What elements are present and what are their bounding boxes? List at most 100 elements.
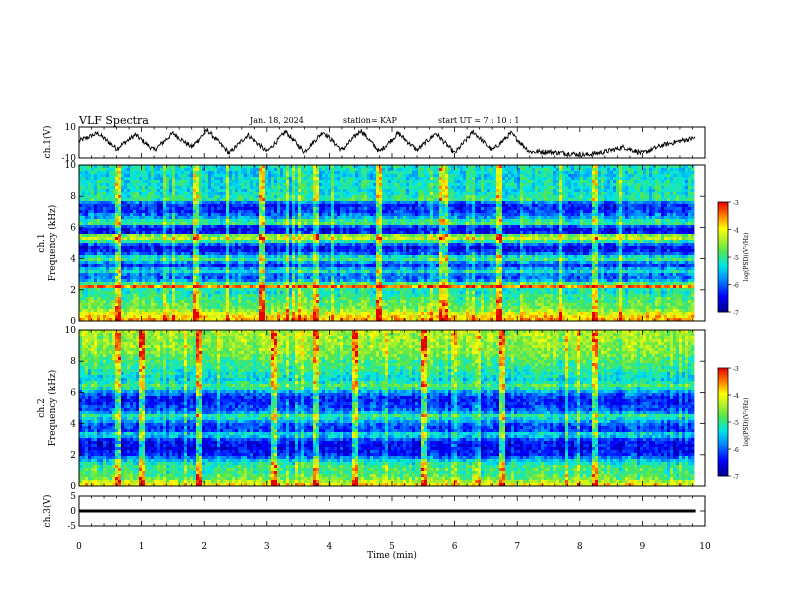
spectrogram-cell	[100, 246, 104, 250]
spectrogram-cell	[166, 243, 170, 247]
spectrogram-cell	[247, 234, 251, 238]
spectrogram-cell	[97, 219, 101, 223]
spectrogram-cell	[289, 231, 293, 235]
spectrogram-cell	[226, 225, 230, 229]
spectrogram-cell	[190, 288, 194, 292]
spectrogram-cell	[205, 180, 209, 184]
spectrogram-cell	[202, 282, 206, 286]
spectrogram-cell	[313, 300, 317, 304]
spectrogram-cell	[85, 279, 89, 283]
spectrogram-cell	[250, 282, 254, 286]
spectrogram-cell	[319, 168, 323, 172]
spectrogram-cell	[124, 279, 128, 283]
spectrogram-cell	[331, 201, 335, 205]
spectrogram-cell	[256, 174, 260, 178]
spectrogram-cell	[217, 306, 221, 310]
spectrogram-cell	[310, 210, 314, 214]
spectrogram-cell	[346, 183, 350, 187]
spectrogram-cell	[181, 204, 185, 208]
spectrogram-cell	[331, 258, 335, 262]
spectrogram-cell	[310, 279, 314, 283]
spectrogram-cell	[238, 237, 242, 241]
spectrogram-cell	[202, 297, 206, 301]
spectrogram-cell	[109, 240, 113, 244]
spectrogram-cell	[232, 201, 236, 205]
spectrogram-cell	[355, 255, 359, 259]
spectrogram-cell	[340, 282, 344, 286]
spectrogram-cell	[268, 186, 272, 190]
spectrogram-cell	[277, 249, 281, 253]
spectrogram-cell	[124, 258, 128, 262]
spectrogram-cell	[229, 225, 233, 229]
spectrogram-cell	[157, 168, 161, 172]
spectrogram-cell	[265, 243, 269, 247]
spectrogram-cell	[313, 276, 317, 280]
spectrogram-cell	[259, 207, 263, 211]
spectrogram-cell	[274, 276, 278, 280]
spectrogram-cell	[352, 204, 356, 208]
spectrogram-cell	[265, 174, 269, 178]
spectrogram-cell	[154, 168, 158, 172]
spectrogram-cell	[307, 312, 311, 316]
spectrogram-cell	[313, 177, 317, 181]
spectrogram-cell	[226, 222, 230, 226]
spectrogram-cell	[151, 228, 155, 232]
spectrogram-cell	[304, 171, 308, 175]
spectrogram-cell	[130, 174, 134, 178]
spectrogram-cell	[175, 174, 179, 178]
spectrogram-cell	[307, 255, 311, 259]
spectrogram-cell	[250, 177, 254, 181]
spectrogram-cell	[307, 168, 311, 172]
spectrogram-cell	[121, 273, 125, 277]
spectrogram-cell	[142, 312, 146, 316]
spectrogram-cell	[322, 234, 326, 238]
spectrogram-cell	[265, 186, 269, 190]
spectrogram-cell	[199, 210, 203, 214]
spectrogram-cell	[217, 210, 221, 214]
spectrogram-cell	[271, 282, 275, 286]
spectrogram-cell	[358, 297, 362, 301]
spectrogram-cell	[151, 294, 155, 298]
spectrogram-cell	[331, 177, 335, 181]
spectrogram-cell	[241, 237, 245, 241]
spectrogram-cell	[346, 306, 350, 310]
spectrogram-cell	[343, 297, 347, 301]
spectrogram-cell	[286, 189, 290, 193]
spectrogram-cell	[217, 249, 221, 253]
spectrogram-cell	[145, 288, 149, 292]
spectrogram-cell	[355, 180, 359, 184]
spectrogram-cell	[139, 180, 143, 184]
spectrogram-cell	[289, 318, 293, 322]
spectrogram-cell	[271, 279, 275, 283]
spectrogram-cell	[127, 294, 131, 298]
spectrogram-cell	[325, 273, 329, 277]
spectrogram-cell	[349, 288, 353, 292]
spectrogram-cell	[259, 270, 263, 274]
spectrogram-cell	[187, 303, 191, 307]
spectrogram-cell	[211, 237, 215, 241]
spectrogram-cell	[82, 183, 86, 187]
spectrogram-cell	[349, 267, 353, 271]
spectrogram-cell	[190, 192, 194, 196]
spectrogram-cell	[262, 192, 266, 196]
spectrogram-cell	[196, 198, 200, 202]
spectrogram-cell	[352, 270, 356, 274]
spectrogram-cell	[214, 300, 218, 304]
spectrogram-cell	[268, 189, 272, 193]
spectrogram-cell	[340, 198, 344, 202]
spectrogram-cell	[241, 225, 245, 229]
spectrogram-cell	[289, 258, 293, 262]
spectrogram-cell	[79, 180, 83, 184]
spectrogram-cell	[244, 291, 248, 295]
spectrogram-cell	[178, 267, 182, 271]
spectrogram-cell	[196, 204, 200, 208]
spectrogram-cell	[280, 261, 284, 265]
spectrogram-cell	[208, 186, 212, 190]
spectrogram-cell	[238, 180, 242, 184]
spectrogram-cell	[199, 222, 203, 226]
spectrogram-cell	[259, 258, 263, 262]
spectrogram-cell	[160, 174, 164, 178]
spectrogram-cell	[157, 279, 161, 283]
spectrogram-cell	[115, 306, 119, 310]
spectrogram-cell	[265, 240, 269, 244]
